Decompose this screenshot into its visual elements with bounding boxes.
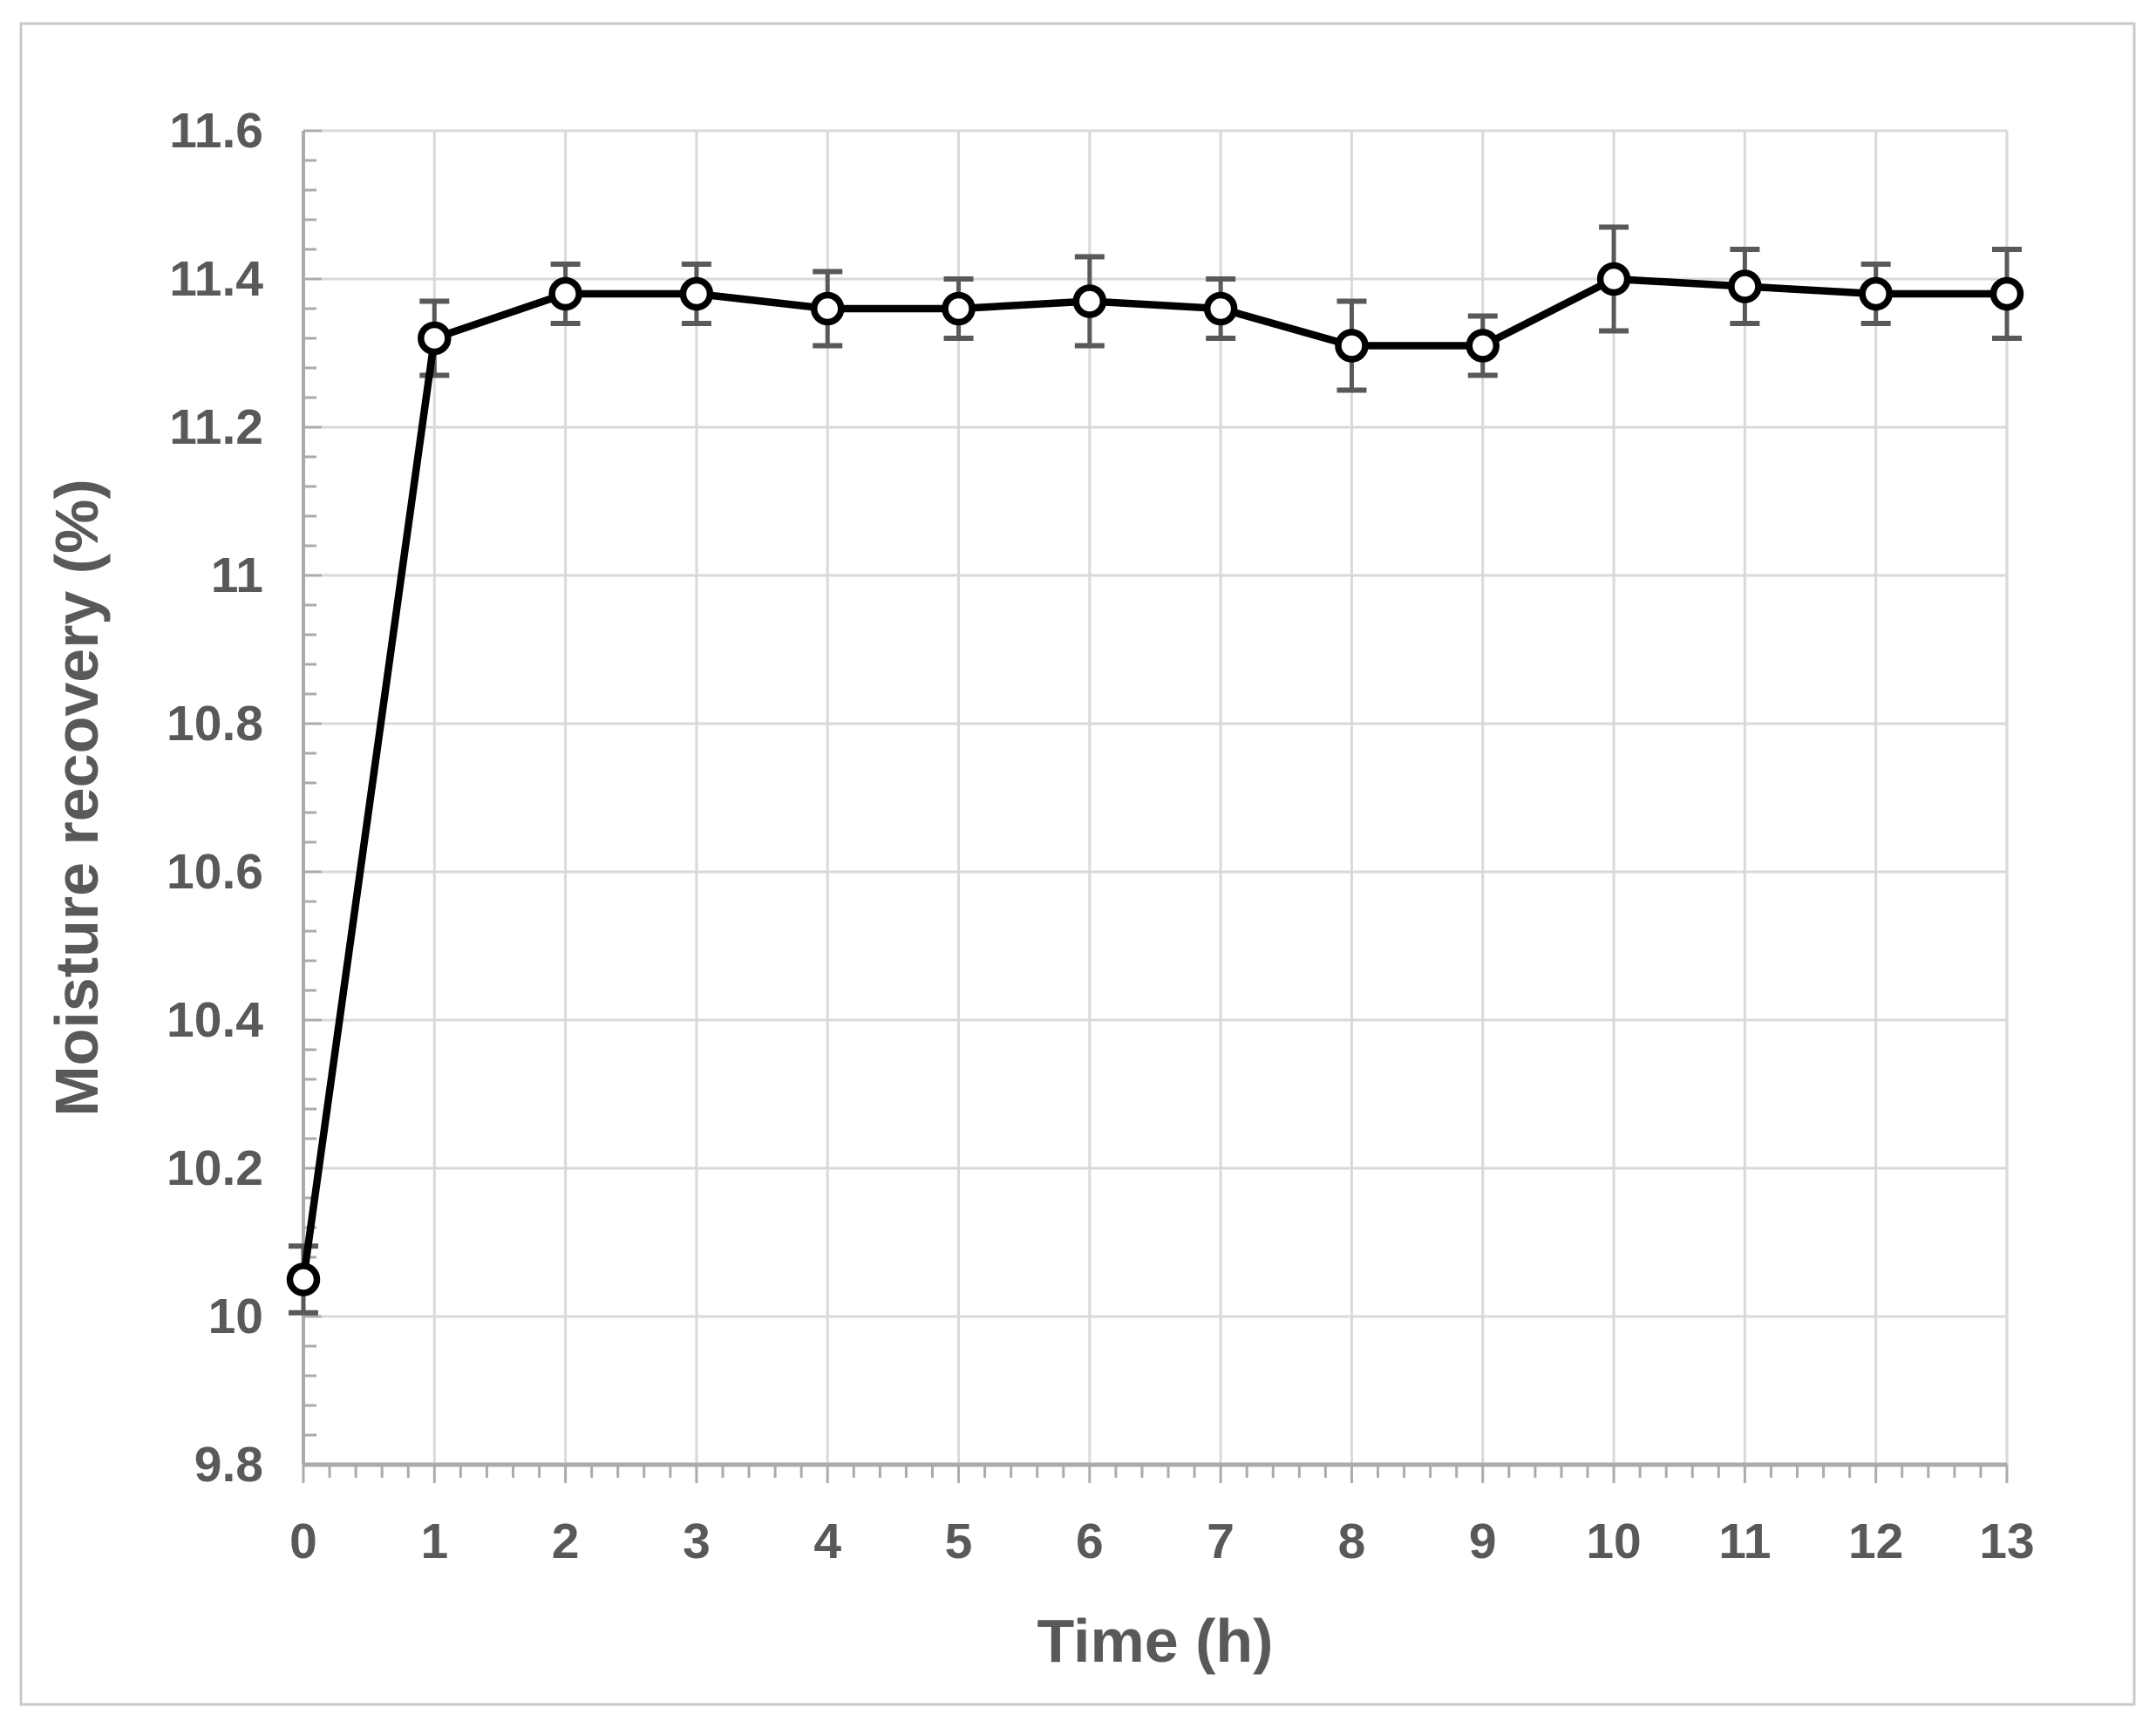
data-point-marker bbox=[942, 291, 976, 326]
y-tick-label: 10.4 bbox=[167, 992, 263, 1048]
data-point-marker bbox=[286, 1262, 321, 1296]
x-tick-label: 4 bbox=[813, 1514, 841, 1569]
data-point-marker bbox=[1466, 329, 1500, 363]
data-point-marker bbox=[1203, 291, 1238, 326]
data-point-marker bbox=[1859, 276, 1893, 311]
y-tick-label: 10.2 bbox=[167, 1140, 263, 1196]
x-tick-label: 0 bbox=[289, 1514, 317, 1569]
x-axis-title: Time (h) bbox=[1037, 1607, 1274, 1675]
data-point-marker bbox=[1072, 284, 1107, 318]
x-tick-label: 8 bbox=[1338, 1514, 1366, 1569]
figure-border bbox=[19, 22, 2136, 1706]
x-tick-label: 7 bbox=[1207, 1514, 1234, 1569]
y-tick-label: 11.6 bbox=[169, 103, 263, 159]
x-tick-label: 2 bbox=[552, 1514, 580, 1569]
y-tick-label: 10 bbox=[208, 1289, 263, 1344]
data-point-marker bbox=[1728, 269, 1762, 303]
data-series bbox=[286, 262, 2024, 1296]
data-point-marker bbox=[1596, 262, 1631, 296]
series-line bbox=[299, 275, 2011, 1283]
x-tick-label: 12 bbox=[1848, 1514, 1903, 1569]
x-tick-label: 9 bbox=[1469, 1514, 1497, 1569]
x-tick-label: 5 bbox=[945, 1514, 973, 1569]
y-tick-label: 10.6 bbox=[167, 844, 263, 900]
y-tick-label: 11 bbox=[211, 548, 263, 603]
x-tick-label: 11 bbox=[1718, 1514, 1771, 1569]
x-tick-label: 13 bbox=[1979, 1514, 2034, 1569]
x-tick-label: 6 bbox=[1076, 1514, 1104, 1569]
y-axis-title: Moisture recovery (%) bbox=[43, 479, 111, 1116]
data-point-marker bbox=[810, 291, 845, 326]
y-tick-label: 11.4 bbox=[169, 251, 263, 307]
data-point-marker bbox=[679, 276, 714, 311]
y-tick-label: 9.8 bbox=[194, 1437, 263, 1493]
data-point-marker bbox=[1989, 276, 2024, 311]
x-tick-label: 10 bbox=[1586, 1514, 1641, 1569]
y-tick-label: 11.2 bbox=[169, 399, 263, 455]
data-point-marker bbox=[1335, 329, 1369, 363]
data-point-marker bbox=[418, 321, 452, 356]
y-tick-label: 10.8 bbox=[167, 696, 263, 752]
x-tick-label: 3 bbox=[683, 1514, 711, 1569]
data-point-marker bbox=[548, 276, 582, 311]
axis-lines bbox=[302, 131, 2007, 1467]
x-tick-label: 1 bbox=[420, 1514, 448, 1569]
